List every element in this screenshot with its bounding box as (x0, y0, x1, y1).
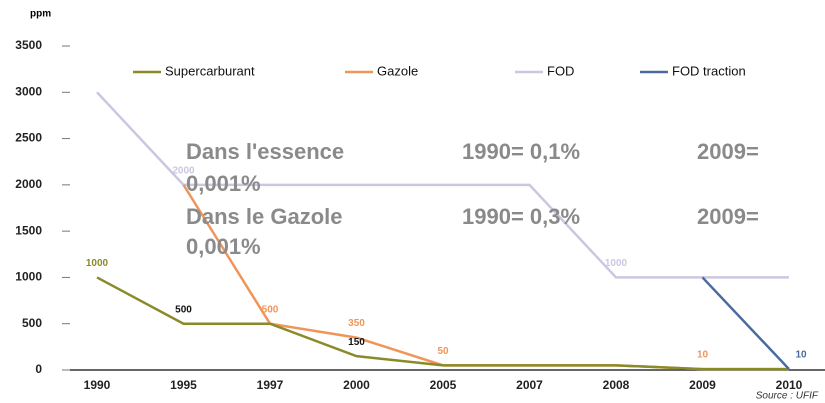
series-line (96, 276, 789, 371)
series-line (701, 276, 790, 370)
source: Source : UFIF (756, 391, 819, 402)
x-tick-label: 1995 (170, 378, 197, 392)
value-label: 350 (348, 318, 365, 329)
y-tick-label: 1500 (15, 223, 42, 237)
annotation: 2009= (697, 139, 759, 164)
annotation: 1990= 0,1% (462, 139, 580, 164)
annotation: 2009= (697, 204, 759, 229)
x-tick-label: 2005 (430, 378, 457, 392)
value-label: 500 (175, 304, 192, 315)
y-tick-label: 2500 (15, 131, 42, 145)
value-label: 10 (697, 350, 709, 361)
legend-label: Supercarburant (165, 63, 255, 78)
y-unit: ppm (30, 9, 51, 20)
x-tick-label: 2009 (689, 378, 716, 392)
annotation: 0,001% (186, 171, 261, 196)
x-tick-label: 1997 (257, 378, 284, 392)
value-label: 50 (437, 346, 449, 357)
annotation: Dans le Gazole (186, 204, 343, 229)
legend-label: Gazole (377, 63, 418, 78)
y-tick-label: 500 (22, 316, 42, 330)
legend-label: FOD traction (672, 63, 746, 78)
annotation: 1990= 0,3% (462, 204, 580, 229)
y-tick-label: 3500 (15, 38, 42, 52)
x-tick-label: 1990 (84, 378, 111, 392)
x-tick-label: 2007 (516, 378, 543, 392)
value-label: 10 (795, 350, 807, 361)
annotation: Dans l'essence (186, 139, 344, 164)
y-tick-label: 3000 (15, 84, 42, 98)
x-tick-label: 2000 (343, 378, 370, 392)
value-label: 2000 (172, 165, 195, 176)
y-tick-label: 0 (35, 362, 42, 376)
y-tick-label: 2000 (15, 177, 42, 191)
series-line (96, 91, 789, 279)
x-tick-label: 2010 (776, 378, 803, 392)
value-label: 1000 (605, 258, 628, 269)
value-label: 150 (348, 337, 365, 348)
y-tick-label: 1000 (15, 270, 42, 284)
x-tick-label: 2008 (603, 378, 630, 392)
legend-label: FOD (547, 63, 574, 78)
value-label: 1000 (86, 258, 109, 269)
value-label: 500 (262, 304, 279, 315)
annotation: 0,001% (186, 234, 261, 259)
